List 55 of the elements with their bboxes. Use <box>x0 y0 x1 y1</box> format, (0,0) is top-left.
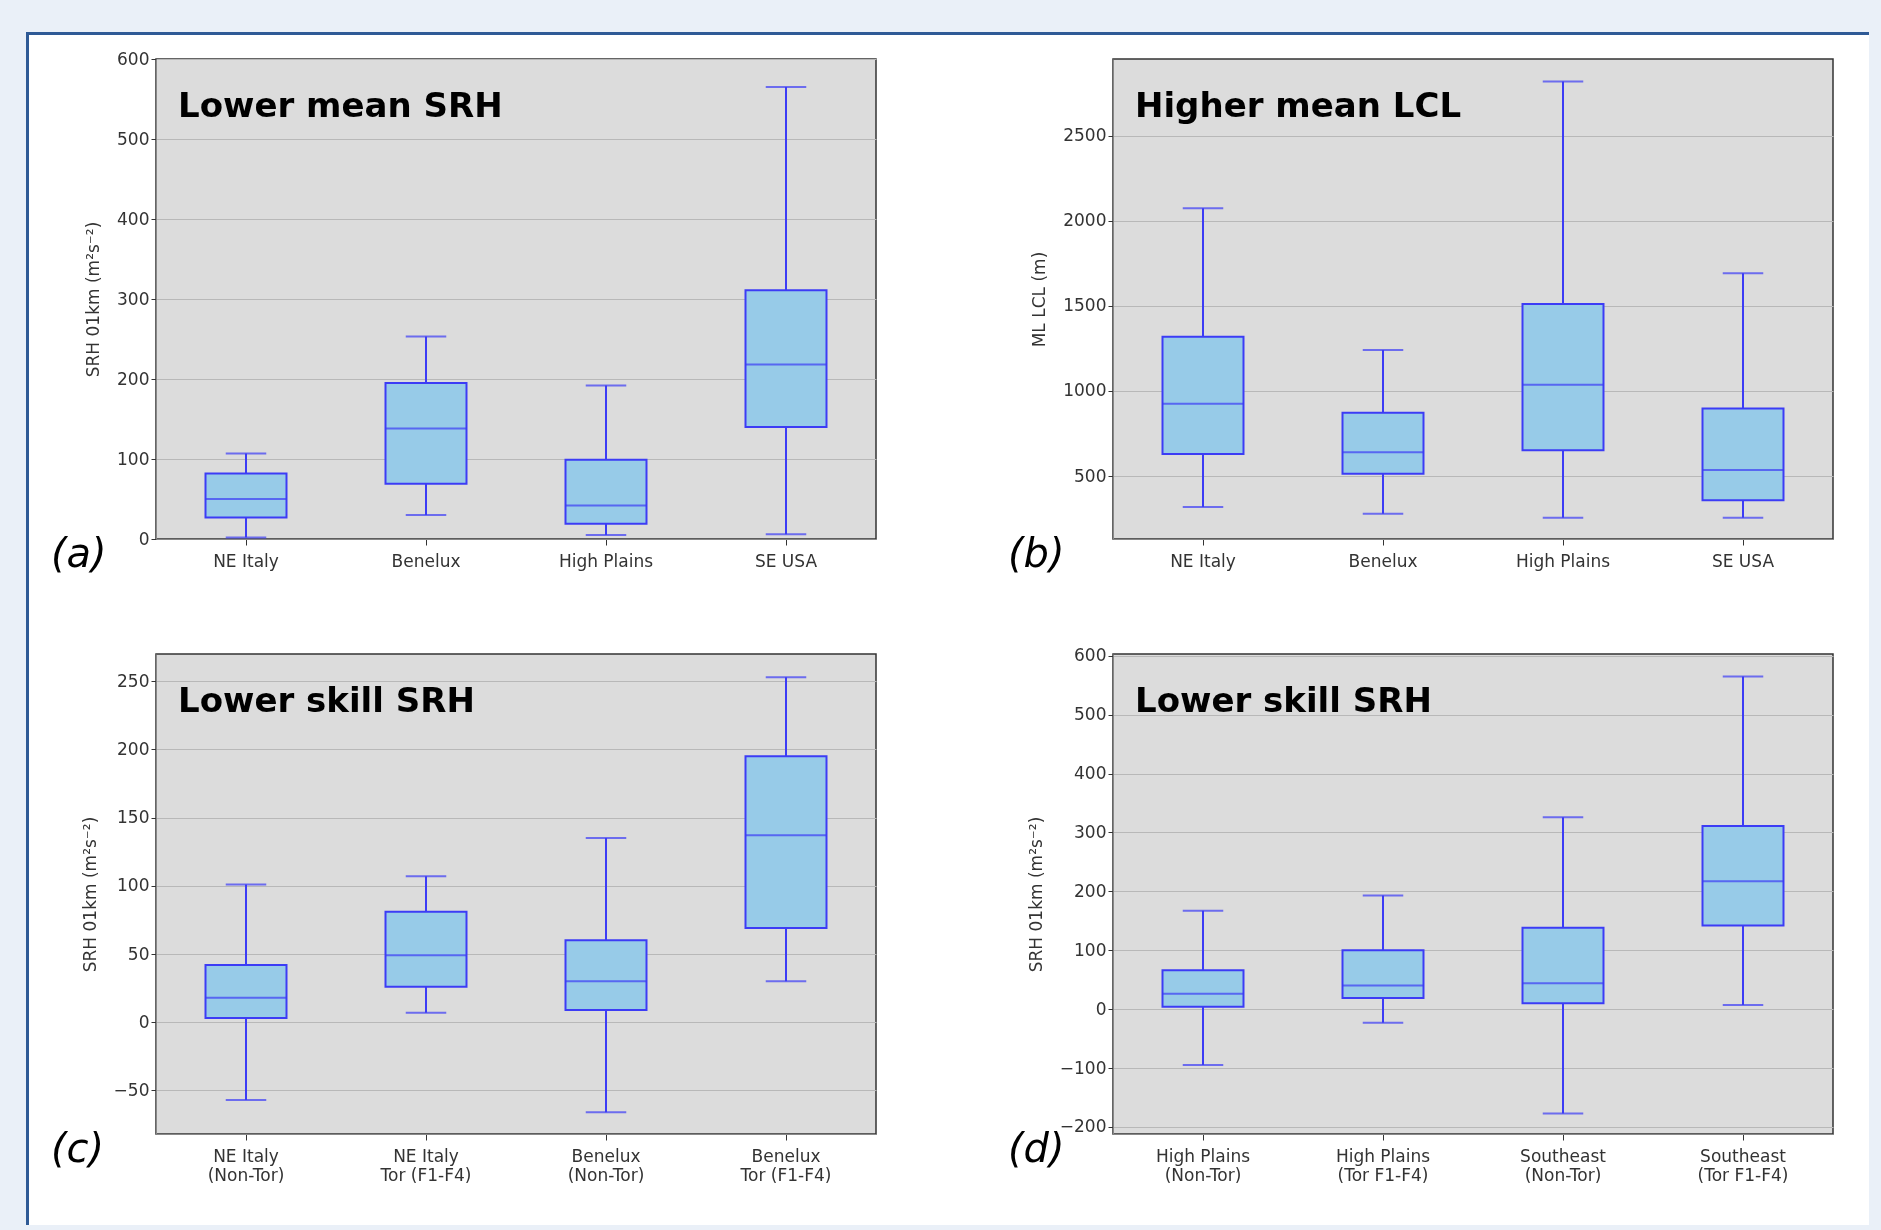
y-axis-title: SRH 01km (m²s⁻²) <box>1025 816 1046 973</box>
text: Higher mean LCL <box>1135 85 1462 125</box>
y-axis-title: SRH 01km (m²s⁻²) <box>79 816 100 973</box>
y-tick-label: 300 <box>1074 821 1107 842</box>
x-tick-label: SE USA <box>754 550 818 571</box>
x-tick-label: Benelux Tor (F1-F4) <box>739 1145 832 1185</box>
y-tick-label: 500 <box>1074 465 1107 486</box>
y-tick-label: 250 <box>117 670 150 691</box>
y-tick-label: 600 <box>1074 645 1107 666</box>
y-tick-label: 200 <box>117 368 150 389</box>
x-tick-label: Benelux <box>391 550 461 571</box>
y-tick-label: 1000 <box>1063 380 1107 401</box>
y-tick-label: −50 <box>113 1079 150 1100</box>
y-tick-label: 2500 <box>1063 125 1107 146</box>
x-tick-label: NE Italy <box>213 550 279 571</box>
text: (b) <box>1008 530 1065 576</box>
y-tick-label: 500 <box>117 128 150 149</box>
x-tick-label: High Plains (Non-Tor) <box>1155 1145 1251 1185</box>
text: (c) <box>51 1125 105 1171</box>
x-tick-label: High Plains <box>558 550 654 571</box>
y-tick-label: 0 <box>1095 998 1107 1019</box>
y-tick-label: 150 <box>117 807 150 828</box>
y-tick-label: 0 <box>138 1011 150 1032</box>
y-tick-label: 0 <box>138 528 150 549</box>
x-tick-label: High Plains <box>1515 550 1611 571</box>
y-tick-label: 100 <box>117 875 150 896</box>
y-tick-label: 400 <box>1074 763 1107 784</box>
y-tick-label: 500 <box>1074 704 1107 725</box>
text: Lower skill SRH <box>178 680 475 720</box>
x-tick-label: NE Italy (Non-Tor) <box>207 1145 285 1185</box>
y-tick-label: 1500 <box>1063 295 1107 316</box>
x-tick-label: Benelux <box>1348 550 1418 571</box>
y-tick-label: 50 <box>127 943 150 964</box>
y-tick-label: 100 <box>117 448 150 469</box>
y-axis-title: ML LCL (m) <box>1029 251 1050 348</box>
y-axis-title: SRH 01km (m²s⁻²) <box>83 221 104 378</box>
y-tick-label: 100 <box>1074 939 1107 960</box>
text: (a) <box>51 530 107 576</box>
y-tick-label: 400 <box>117 208 150 229</box>
y-tick-label: −200 <box>1059 1116 1107 1137</box>
x-tick-label: NE Italy Tor (F1-F4) <box>379 1145 472 1185</box>
y-tick-label: 200 <box>117 738 150 759</box>
x-tick-label: Benelux (Non-Tor) <box>567 1145 645 1185</box>
x-tick-label: High Plains (Tor F1-F4) <box>1335 1145 1431 1185</box>
y-tick-label: 2000 <box>1063 210 1107 231</box>
y-tick-label: 200 <box>1074 880 1107 901</box>
x-tick-label: NE Italy <box>1170 550 1236 571</box>
y-tick-label: 300 <box>117 288 150 309</box>
y-tick-label: −100 <box>1059 1057 1107 1078</box>
x-tick-label: Southeast (Non-Tor) <box>1520 1145 1607 1185</box>
x-tick-label: Southeast (Tor F1-F4) <box>1697 1145 1789 1185</box>
text: Lower skill SRH <box>1135 680 1432 720</box>
text: Lower mean SRH <box>178 85 503 125</box>
x-tick-label: SE USA <box>1711 550 1775 571</box>
y-tick-label: 600 <box>117 48 150 69</box>
